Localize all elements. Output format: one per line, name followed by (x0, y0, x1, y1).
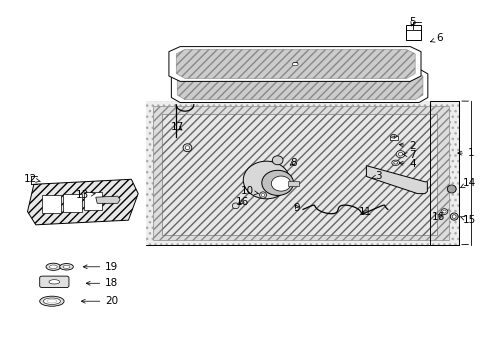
Polygon shape (168, 46, 420, 81)
Polygon shape (177, 71, 422, 100)
Bar (389, 136, 397, 140)
Text: 7: 7 (402, 150, 415, 160)
Ellipse shape (49, 265, 57, 269)
Polygon shape (161, 114, 436, 234)
Ellipse shape (451, 215, 455, 219)
Text: 17: 17 (170, 122, 183, 132)
Polygon shape (176, 49, 414, 78)
Polygon shape (96, 196, 120, 203)
Ellipse shape (390, 134, 396, 138)
Text: 2: 2 (399, 141, 415, 151)
Text: 4: 4 (399, 159, 415, 169)
Bar (288, 181, 299, 186)
Ellipse shape (40, 296, 64, 306)
Polygon shape (153, 107, 448, 240)
FancyBboxPatch shape (40, 276, 69, 288)
Ellipse shape (395, 150, 404, 158)
Ellipse shape (272, 156, 283, 165)
Text: 1: 1 (457, 148, 473, 158)
Ellipse shape (261, 193, 264, 197)
Ellipse shape (43, 298, 61, 305)
Ellipse shape (440, 209, 447, 215)
Ellipse shape (232, 203, 239, 209)
Ellipse shape (292, 63, 298, 66)
Bar (42, 195, 61, 213)
Bar (83, 192, 102, 210)
Bar (406, 25, 420, 40)
Ellipse shape (442, 210, 445, 213)
Ellipse shape (449, 213, 457, 220)
Ellipse shape (398, 152, 402, 156)
Polygon shape (146, 101, 458, 244)
Ellipse shape (259, 192, 266, 198)
Ellipse shape (243, 161, 289, 199)
Text: 13: 13 (76, 190, 95, 200)
Ellipse shape (393, 162, 397, 164)
Text: 15: 15 (459, 215, 475, 225)
Ellipse shape (47, 300, 57, 303)
Ellipse shape (447, 185, 455, 193)
Text: 19: 19 (83, 262, 118, 272)
Ellipse shape (271, 176, 290, 191)
Text: 12: 12 (24, 174, 41, 184)
Ellipse shape (63, 265, 70, 269)
Ellipse shape (46, 263, 61, 270)
Text: 11: 11 (358, 207, 371, 217)
Text: 16: 16 (431, 212, 444, 221)
Text: 16: 16 (235, 197, 248, 207)
Ellipse shape (391, 160, 399, 166)
Polygon shape (171, 69, 427, 103)
Ellipse shape (261, 170, 293, 195)
Text: 5: 5 (408, 17, 415, 27)
Text: 14: 14 (459, 178, 475, 188)
Ellipse shape (185, 146, 189, 150)
Text: 6: 6 (430, 33, 442, 43)
Polygon shape (27, 179, 138, 225)
Text: 10: 10 (240, 186, 259, 197)
Text: 3: 3 (371, 171, 381, 181)
Ellipse shape (183, 144, 191, 152)
Text: 18: 18 (86, 278, 118, 288)
Bar (63, 194, 81, 212)
Polygon shape (366, 166, 427, 194)
Ellipse shape (60, 264, 73, 270)
Ellipse shape (49, 280, 60, 284)
Text: 9: 9 (293, 203, 300, 213)
Polygon shape (146, 101, 458, 244)
Text: 8: 8 (289, 158, 296, 168)
Text: 20: 20 (81, 296, 118, 306)
